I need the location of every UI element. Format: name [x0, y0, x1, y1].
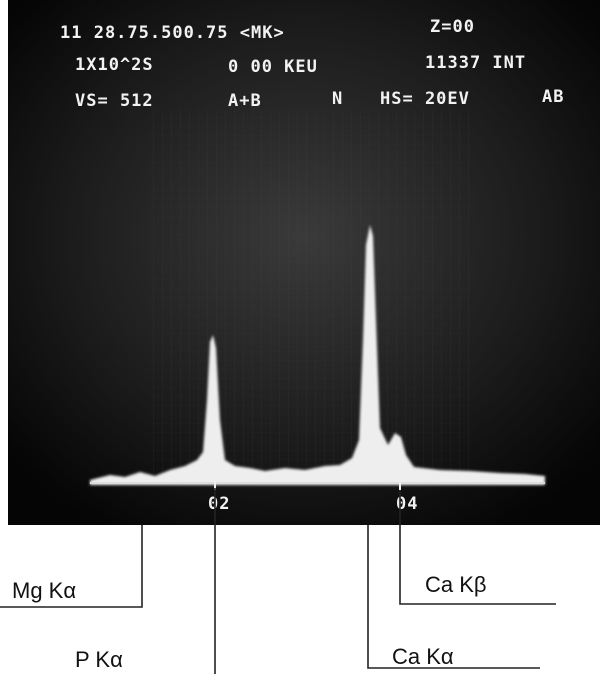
header-text: HS= 20EV: [380, 89, 470, 109]
header-text: A+B: [228, 91, 262, 111]
header-text: 11 28.75.500.75 <MK>: [60, 23, 285, 43]
header-text: 11337 INT: [425, 53, 526, 73]
header-text: N: [332, 89, 343, 109]
leader-line: [0, 525, 143, 608]
header-text: Z=00: [430, 17, 475, 37]
screen-grid: [150, 110, 470, 480]
axis-label: 04: [396, 494, 418, 514]
header-text: AB: [542, 87, 564, 107]
leader-lines: [0, 488, 556, 674]
peak-label: Ca Kβ: [425, 572, 487, 597]
peak-label: Mg Kα: [12, 578, 76, 603]
header-text: 0 00 KEU: [228, 57, 318, 77]
header-text: 1X10^2S: [75, 55, 154, 75]
header-text: VS= 512: [75, 91, 154, 111]
leader-line: [399, 490, 556, 605]
peak-label: P Kα: [75, 647, 123, 672]
leader-line: [367, 525, 540, 669]
peak-label: Ca Kα: [392, 644, 454, 669]
axis-label: 02: [208, 494, 230, 514]
